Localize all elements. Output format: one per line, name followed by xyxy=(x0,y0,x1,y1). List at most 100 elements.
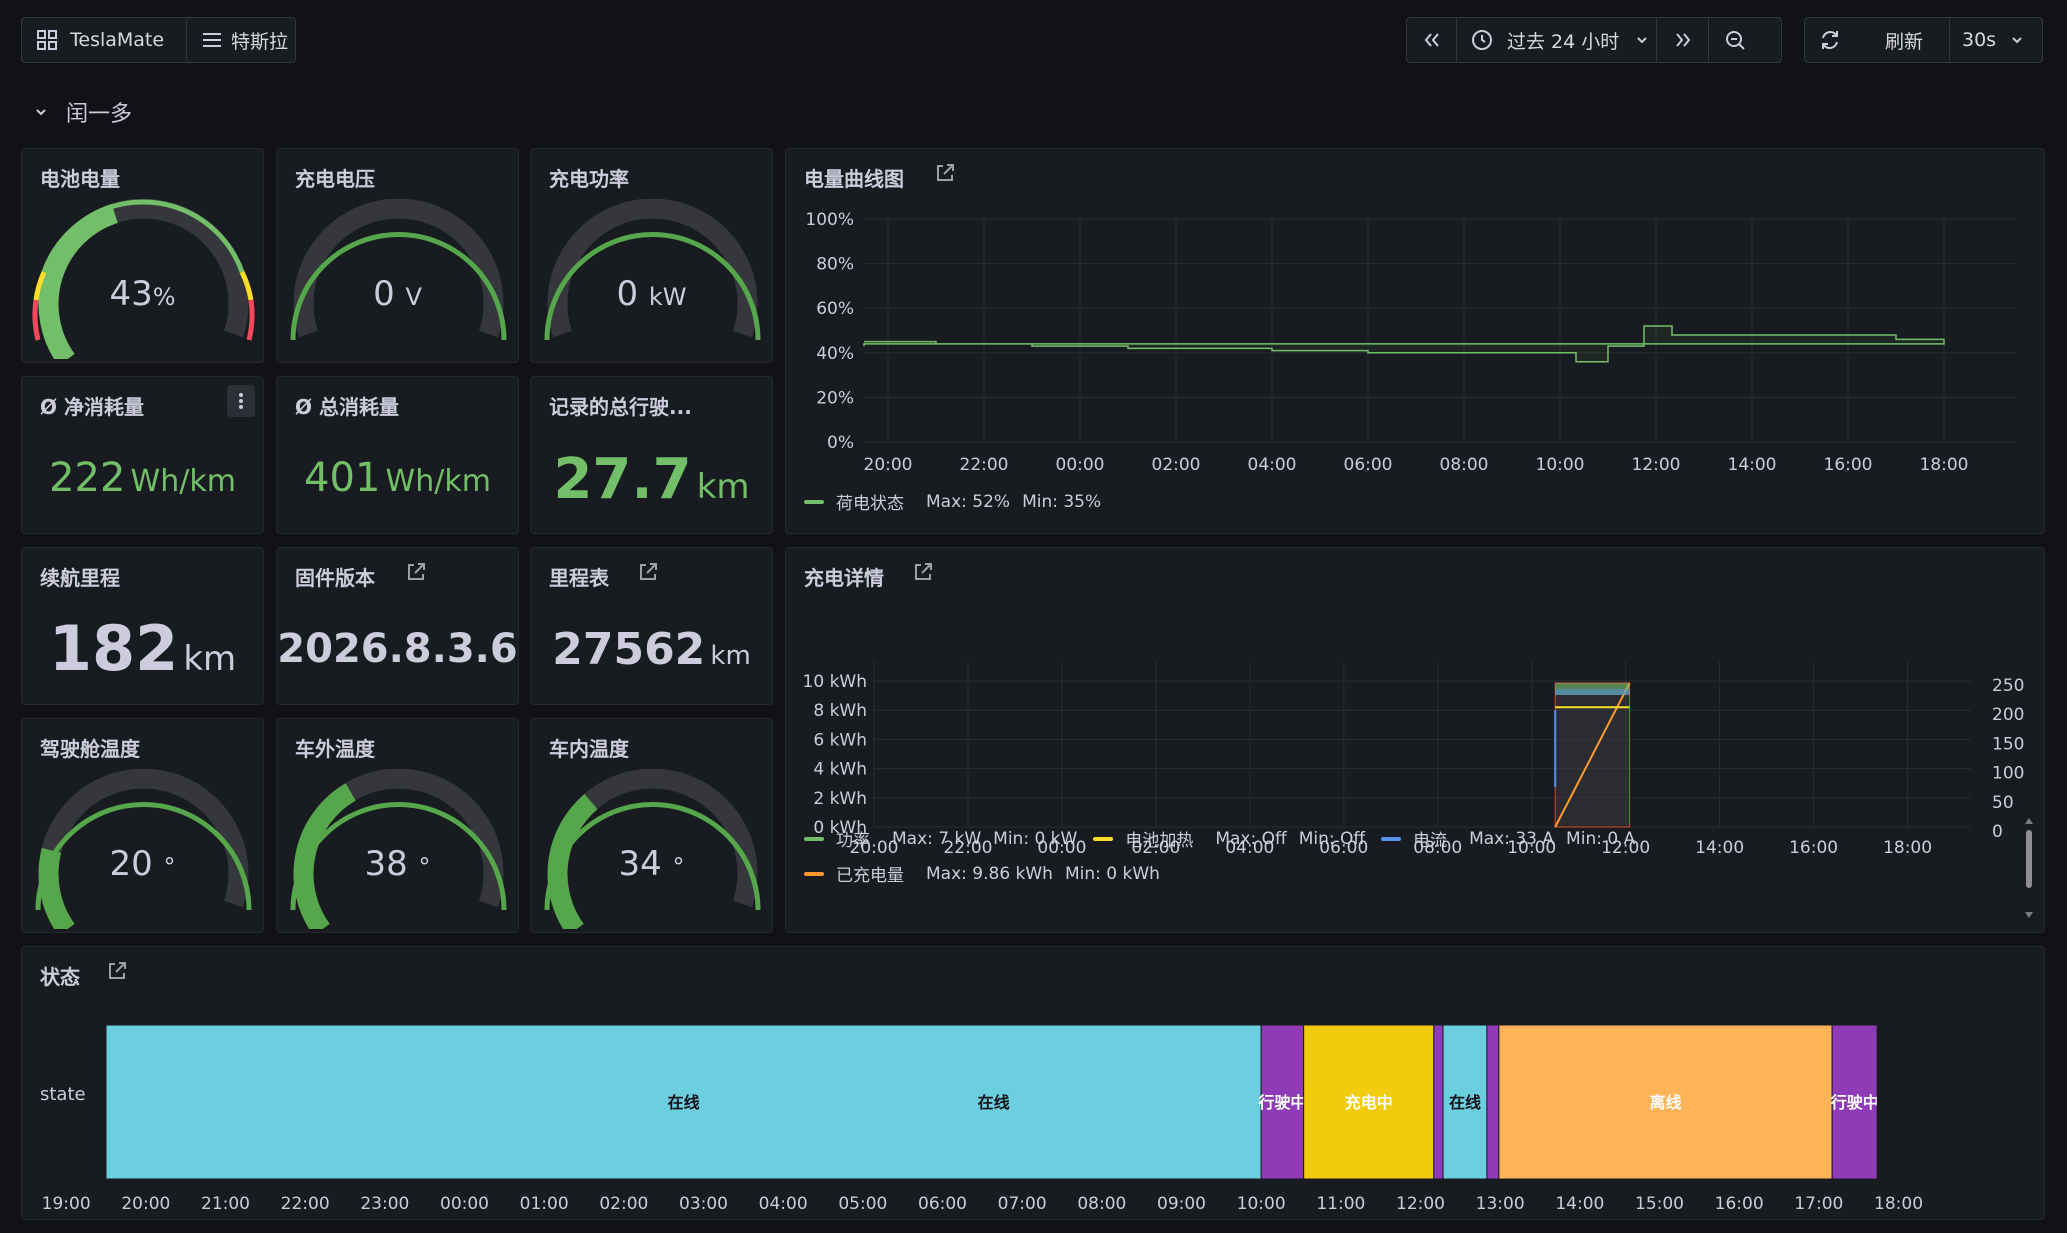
legend-min: Min: 0 A xyxy=(1566,828,1636,849)
state-segment-label: 在线 xyxy=(668,1093,700,1112)
legend-item[interactable]: 电流 Max: 33 A Min: 0 A xyxy=(1381,826,1635,851)
legend-series-name[interactable]: 荷电状态 xyxy=(836,494,904,514)
panel-title: 驾驶舱温度 xyxy=(40,737,140,761)
time-back-button[interactable] xyxy=(1407,18,1457,62)
y-tick-label: 6 kWh xyxy=(813,730,867,750)
time-range-label: 过去 24 小时 xyxy=(1507,30,1620,53)
x-tick-label: 16:00 xyxy=(1789,838,1838,858)
x-tick-label: 02:00 xyxy=(1131,838,1180,858)
x-tick-label: 20:00 xyxy=(864,455,913,475)
x-tick-label: 14:00 xyxy=(1555,1194,1604,1214)
x-tick-label: 20:00 xyxy=(850,838,899,858)
refresh-interval-select[interactable]: 30s xyxy=(1950,18,2042,62)
y-tick-label: 2 kWh xyxy=(813,789,867,809)
panel-title: 固件版本 xyxy=(295,566,375,590)
external-link-icon[interactable] xyxy=(106,960,128,982)
row-title: 闰一多 xyxy=(66,102,133,127)
state-segment-label: 离线 xyxy=(1649,1093,1681,1112)
panel-title: 里程表 xyxy=(549,566,609,590)
battery-chart-panel: 电量曲线图 100% 80% 60% 40% 20% 0% 20:00 22:00 00:00 0… xyxy=(785,148,2045,534)
chevron-down-icon xyxy=(1637,37,1647,44)
current-band xyxy=(1555,689,1630,695)
refresh-button[interactable]: 刷新 xyxy=(1805,18,1950,62)
cabin-temp-panel: 驾驶舱温度 20 ° xyxy=(21,718,264,933)
panel-title: 车外温度 xyxy=(295,737,375,761)
x-tick-label: 18:00 xyxy=(1874,1194,1923,1214)
legend-min: Min: 35% xyxy=(1022,491,1102,512)
total-consumption-panel: Ø 总消耗量 401 Wh/km xyxy=(276,376,519,534)
legend-max: Max: Off xyxy=(1215,828,1287,849)
scroll-thumb[interactable] xyxy=(2026,830,2032,888)
legend-min: Min: Off xyxy=(1298,828,1366,849)
x-tick-label: 06:00 xyxy=(918,1194,967,1214)
time-forward-button[interactable] xyxy=(1657,18,1709,62)
x-tick-label: 04:00 xyxy=(1248,455,1297,475)
y2-tick-label: 100 xyxy=(1992,764,2024,784)
x-tick-label: 14:00 xyxy=(1695,838,1744,858)
legend-scrollbar[interactable] xyxy=(2025,818,2033,918)
legend-min: Min: 0 kWh xyxy=(1064,863,1160,884)
state-segment xyxy=(1498,1024,1833,1180)
hamburger-icon xyxy=(203,33,221,47)
scroll-down-arrow[interactable] xyxy=(2025,912,2033,918)
external-link-icon[interactable] xyxy=(637,561,659,583)
panel-title: 充电详情 xyxy=(804,566,884,590)
x-tick-label: 07:00 xyxy=(998,1194,1047,1214)
x-tick-label: 02:00 xyxy=(1152,455,1201,475)
y-tick-label: 8 kWh xyxy=(813,701,867,721)
time-range-button[interactable]: 过去 24 小时 xyxy=(1457,18,1657,62)
legend-item[interactable]: 电池加热 Max: Off Min: Off xyxy=(1093,826,1365,851)
state-segment-label: 行驶中 xyxy=(1257,1093,1306,1112)
legend-max: Max: 52% xyxy=(926,491,1011,512)
x-tick-label: 15:00 xyxy=(1635,1194,1684,1214)
state-panel: 状态 state 在线 行驶中 充电中 在线 离线 行驶中 在线 20:00 21:00 22:0… xyxy=(21,946,2045,1220)
y-tick-label: 4 kWh xyxy=(813,760,867,780)
x-tick-label: 08:00 xyxy=(1440,455,1489,475)
scroll-up-arrow[interactable] xyxy=(2025,818,2033,824)
y2-tick-label: 0 xyxy=(1992,822,2003,842)
x-tick-label: 10:00 xyxy=(1507,838,1556,858)
battery-gauge xyxy=(32,199,255,359)
state-segment xyxy=(1876,1024,1879,1180)
y-tick-label: 60% xyxy=(816,299,854,319)
menu-button[interactable]: 特斯拉 xyxy=(186,17,296,63)
external-link-icon[interactable] xyxy=(405,561,427,583)
odometer-panel: 里程表 27562 km xyxy=(530,547,773,705)
legend-series-name: 电流 xyxy=(1413,831,1448,851)
outside-temp-panel: 车外温度 38 ° xyxy=(276,718,519,933)
panel-title: 充电电压 xyxy=(295,167,375,191)
y2-tick-label: 50 xyxy=(1992,793,2014,813)
legend-series-name: 电池加热 xyxy=(1125,831,1194,851)
x-tick-label: 18:00 xyxy=(1883,838,1932,858)
inside-temp-value: 34 ° xyxy=(618,844,685,884)
legend-series-name: 已充电量 xyxy=(836,866,904,886)
legend-item[interactable]: 功率 Max: 7 kW Min: 0 kW xyxy=(804,826,1077,851)
total-distance-value: 27.7 km xyxy=(553,447,750,512)
state-segment-label: 在线 xyxy=(1449,1093,1481,1112)
legend-swatch xyxy=(804,871,824,876)
panel-menu-button[interactable] xyxy=(227,385,255,417)
time-range-picker: 过去 24 小时 xyxy=(1406,17,1782,63)
legend-item[interactable]: 已充电量 Max: 9.86 kWh Min: 0 kWh xyxy=(804,861,1160,886)
chevron-down-icon xyxy=(36,109,46,116)
panel-title: 状态 xyxy=(40,965,80,989)
net-consumption-value: 222 Wh/km xyxy=(49,455,236,501)
y-tick-label: 100% xyxy=(805,210,854,230)
legend-max: Max: 33 A xyxy=(1469,828,1555,849)
x-tick-label: 22:00 xyxy=(943,838,992,858)
x-tick-label: 12:00 xyxy=(1396,1194,1445,1214)
y-tick-label: 10 kWh xyxy=(803,672,867,692)
y2-tick-label: 200 xyxy=(1992,705,2024,725)
x-tick-label: 01:00 xyxy=(520,1194,569,1214)
zoom-out-button[interactable] xyxy=(1709,18,1761,62)
row-header[interactable]: 闰一多 xyxy=(34,96,132,128)
x-tick-label: 10:00 xyxy=(1237,1194,1286,1214)
y-tick-label: 80% xyxy=(816,255,854,275)
dashboards-home-button[interactable]: TeslaMate xyxy=(21,17,195,63)
x-tick-label: 08:00 xyxy=(1413,838,1462,858)
dashboard-grid-icon xyxy=(37,30,57,50)
y-tick-label: 20% xyxy=(816,388,854,408)
legend-min: Min: 0 kW xyxy=(993,828,1078,849)
external-link-icon[interactable] xyxy=(934,162,956,184)
external-link-icon[interactable] xyxy=(912,561,934,583)
